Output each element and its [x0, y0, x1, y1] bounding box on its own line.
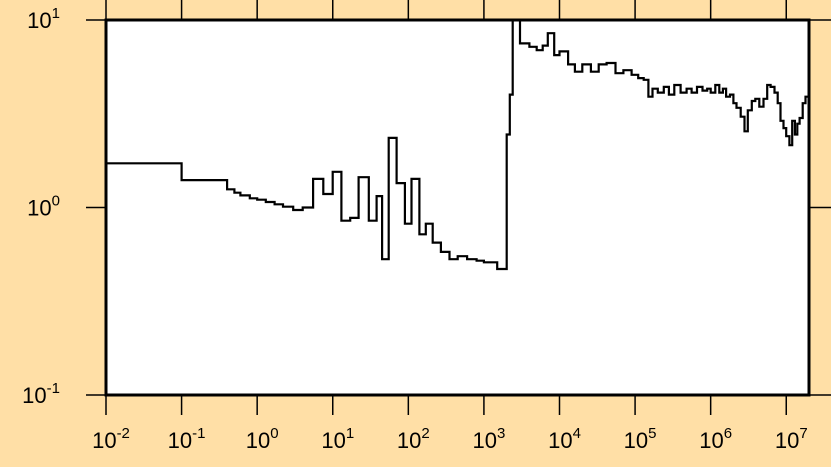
x-tick-label: 103: [473, 425, 506, 453]
x-tick-label: 100: [246, 425, 279, 453]
y-tick-label: 100: [27, 193, 60, 221]
plot-frame: [104, 18, 811, 397]
x-tick-label: 106: [699, 425, 732, 453]
x-tick-label: 101: [321, 425, 354, 453]
tick-labels: 10-2 10-1 100 101 102 103 104 105 106 107 10-1 100 1…: [22, 5, 807, 453]
tick-marks: [86, 0, 831, 415]
x-tick-label: 10-2: [92, 425, 130, 453]
x-tick-label: 102: [397, 425, 430, 453]
y-tick-label: 10-1: [22, 380, 60, 408]
y-tick-label: 101: [27, 5, 60, 33]
plot-area: [106, 20, 809, 395]
x-tick-label: 10-1: [168, 425, 206, 453]
x-tick-label: 105: [624, 425, 657, 453]
x-tick-label: 107: [775, 425, 808, 453]
data-series-line: [106, 18, 809, 271]
x-tick-label: 104: [548, 425, 581, 453]
